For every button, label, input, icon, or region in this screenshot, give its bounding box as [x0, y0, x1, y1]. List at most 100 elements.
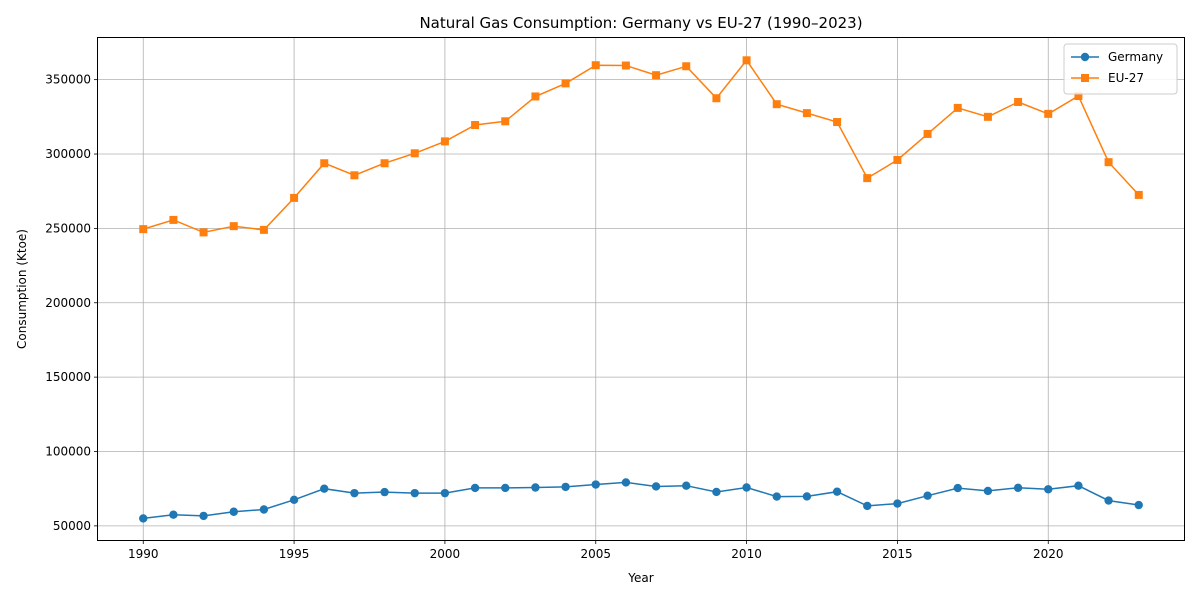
legend-label: EU-27: [1108, 71, 1144, 85]
data-point: [621, 61, 630, 70]
x-tick-label: 2015: [882, 547, 913, 561]
data-point: [380, 159, 389, 168]
data-point: [501, 117, 510, 126]
data-point: [1074, 92, 1083, 101]
data-point: [229, 222, 238, 231]
data-point: [621, 478, 631, 487]
data-point: [410, 149, 419, 158]
data-point: [471, 121, 480, 130]
data-point: [863, 174, 872, 183]
legend-marker: [1081, 74, 1089, 82]
data-point: [1014, 97, 1023, 106]
data-point: [229, 507, 238, 516]
data-point: [501, 483, 510, 493]
data-point: [802, 492, 812, 501]
data-point: [531, 483, 540, 492]
data-point: [983, 486, 993, 496]
y-tick-label: 250000: [45, 221, 91, 235]
grid: [98, 38, 1184, 540]
legend-marker: [1080, 52, 1090, 62]
data-point: [802, 109, 811, 118]
series-germany: [139, 478, 1143, 523]
series-layer: [139, 56, 1143, 523]
x-tick-label: 2010: [731, 547, 762, 561]
x-axis: 1990 1995 2000 2005 2010 2015 2020: [128, 540, 1064, 561]
data-point: [1013, 483, 1023, 492]
data-point: [772, 492, 781, 501]
data-point: [712, 94, 721, 103]
x-tick-label: 2000: [430, 547, 461, 561]
legend: Germany EU-27: [1063, 43, 1178, 95]
data-point: [682, 481, 691, 490]
data-point: [893, 155, 902, 164]
data-point: [410, 488, 419, 498]
chart-title: Natural Gas Consumption: Germany vs EU-2…: [419, 14, 862, 32]
data-point: [772, 100, 781, 109]
data-point: [380, 487, 389, 497]
data-point: [591, 61, 600, 70]
data-point: [169, 215, 178, 224]
series-line: [143, 481, 1139, 520]
data-point: [259, 505, 269, 514]
data-point: [1074, 481, 1083, 490]
y-axis: 50000 100000 150000 200000 250000 300000 35000…: [45, 73, 98, 533]
data-point: [531, 92, 540, 101]
data-point: [561, 482, 570, 492]
data-point: [832, 487, 842, 496]
series-line: [143, 59, 1140, 234]
data-point: [923, 491, 932, 500]
data-point: [259, 225, 268, 234]
data-point: [1134, 500, 1143, 510]
y-tick-label: 100000: [45, 444, 91, 458]
data-point: [863, 501, 872, 511]
y-tick-label: 350000: [45, 73, 91, 87]
series-eu-27: [139, 56, 1143, 237]
data-point: [1044, 485, 1053, 494]
y-axis-label: Consumption (Ktoe): [15, 229, 29, 349]
data-point: [440, 137, 449, 146]
y-tick-label: 200000: [45, 296, 91, 310]
data-point: [440, 488, 450, 498]
data-point: [893, 499, 902, 508]
data-point: [470, 483, 480, 493]
data-point: [289, 495, 299, 505]
data-point: [1104, 496, 1113, 505]
data-point: [923, 129, 932, 138]
data-point: [139, 225, 148, 234]
data-point: [1104, 158, 1113, 167]
data-point: [561, 79, 570, 88]
data-point: [712, 487, 721, 497]
x-tick-label: 2005: [580, 547, 611, 561]
data-point: [199, 228, 208, 237]
data-point: [1044, 109, 1053, 118]
data-point: [1134, 190, 1143, 199]
data-point: [169, 510, 178, 519]
data-point: [983, 112, 992, 121]
legend-label: Germany: [1108, 50, 1163, 64]
data-point: [652, 71, 661, 80]
data-point: [320, 484, 329, 493]
data-point: [591, 480, 600, 489]
data-point: [290, 193, 299, 202]
data-point: [350, 171, 359, 180]
y-tick-label: 150000: [45, 370, 91, 384]
y-tick-label: 300000: [45, 147, 91, 161]
data-point: [682, 62, 691, 71]
data-point: [833, 118, 842, 127]
data-point: [953, 483, 962, 493]
x-tick-label: 1995: [279, 547, 310, 561]
data-point: [199, 511, 208, 521]
plot-frame: [97, 37, 1185, 541]
data-point: [742, 483, 751, 492]
data-point: [651, 482, 661, 491]
data-point: [953, 103, 962, 112]
data-point: [742, 56, 751, 65]
data-point: [320, 159, 329, 168]
data-point: [139, 514, 148, 523]
data-point: [350, 488, 359, 498]
x-tick-label: 2020: [1033, 547, 1064, 561]
x-axis-label: Year: [627, 571, 653, 585]
y-tick-label: 50000: [53, 519, 91, 533]
